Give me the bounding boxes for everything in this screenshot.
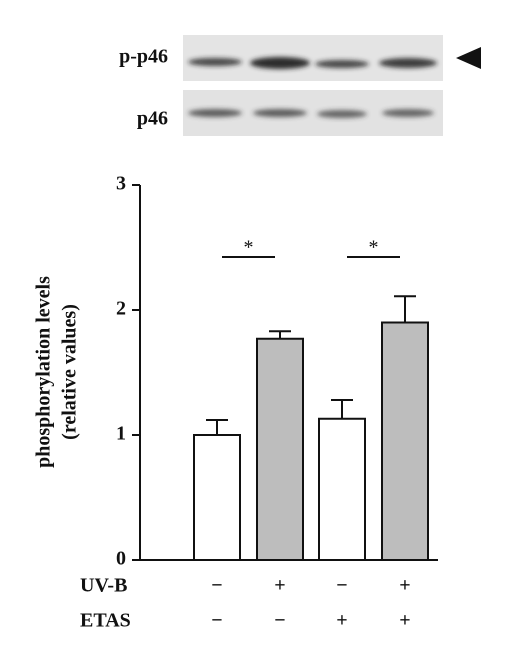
condition-value: + — [399, 575, 410, 597]
condition-value: + — [399, 610, 410, 632]
y-axis-title: phosphorylation levels — [33, 276, 55, 468]
blot-strip — [183, 35, 443, 81]
bar — [256, 337, 304, 561]
y-tick-label: 2 — [116, 298, 126, 320]
significance-label: * — [244, 237, 254, 259]
blot-bands — [188, 109, 434, 118]
condition-value: + — [336, 610, 347, 632]
significance-label: * — [369, 237, 379, 259]
condition-value: − — [336, 575, 347, 597]
bar — [318, 417, 366, 561]
condition-value: + — [274, 575, 285, 597]
y-tick-label: 1 — [116, 423, 126, 445]
condition-label: ETAS — [80, 610, 131, 632]
bar — [193, 434, 241, 561]
y-axis-title: (relative values) — [59, 304, 81, 440]
western-blot: p-p46 p46 — [119, 35, 481, 136]
arrowhead — [456, 47, 481, 69]
bar — [381, 321, 429, 561]
y-axis-title: phosphorylation levels (relative values) — [33, 276, 81, 468]
condition-value: − — [274, 610, 285, 632]
condition-label: UV-B — [80, 575, 127, 597]
blot-label: p-p46 — [119, 46, 168, 68]
y-tick-label: 3 — [116, 173, 126, 195]
blot-bands — [188, 57, 437, 69]
condition-value: − — [211, 575, 222, 597]
blot-label: p46 — [137, 108, 168, 130]
y-tick-label: 0 — [116, 548, 126, 570]
condition-value: − — [211, 610, 222, 632]
